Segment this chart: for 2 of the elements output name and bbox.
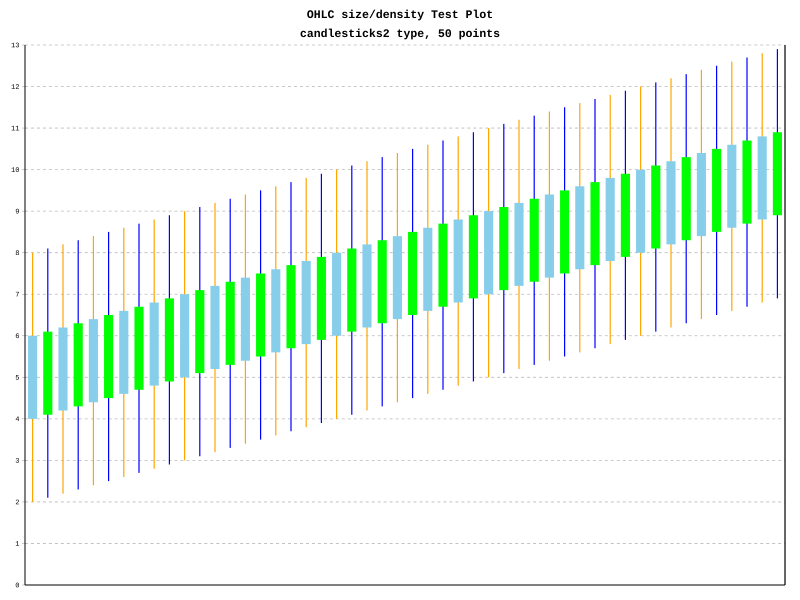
chart-subtitle: candlesticks2 type, 50 points (300, 28, 500, 40)
chart-title: OHLC size/density Test Plot (307, 10, 492, 20)
